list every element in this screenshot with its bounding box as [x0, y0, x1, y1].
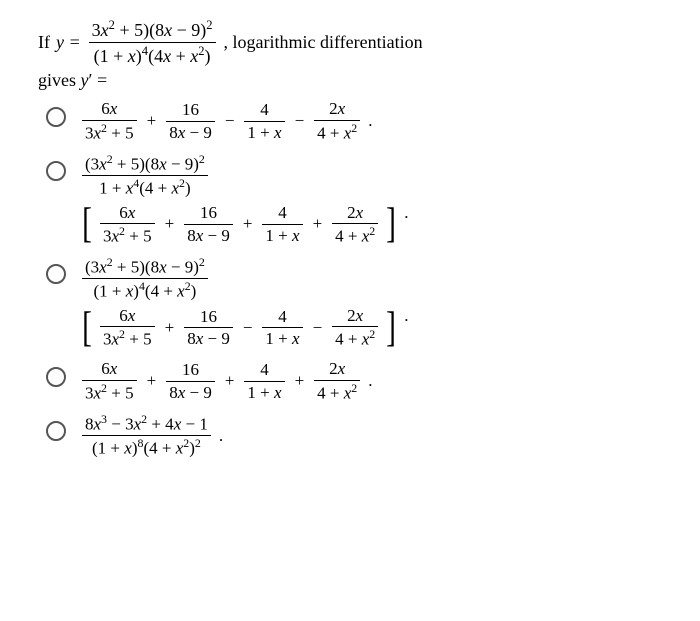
leading-fraction: (3x2 + 5)(8x − 9)2 1 + x4(4 + x2) [82, 153, 208, 198]
option-4-math: 6x 3x2 + 5 + 16 8x − 9 + 4 1 + x + 2x 4 + x2… [80, 359, 373, 403]
minus-op: − [313, 318, 323, 338]
term-den: 3x2 + 5 [100, 328, 155, 349]
term-num: 6x [98, 99, 120, 119]
plus-op: + [225, 371, 235, 391]
term-den: 4 + x2 [314, 122, 360, 143]
term-num: 4 [275, 203, 290, 223]
term-num: 4 [275, 307, 290, 327]
prompt-main-fraction: 3x2 + 5)(8x − 9)2 (1 + x)4(4x + x2) [89, 18, 216, 66]
period: . [404, 203, 408, 247]
term-num: 2x [326, 359, 348, 379]
option-5-fraction: 8x3 − 3x2 + 4x − 1 (1 + x)8(4 + x2)2 [82, 413, 211, 458]
right-bracket-icon: ] [386, 203, 396, 245]
question-prompt: If y = 3x2 + 5)(8x − 9)2 (1 + x)4(4x + x… [38, 18, 680, 66]
option-2[interactable]: (3x2 + 5)(8x − 9)2 1 + x4(4 + x2) [ 6x3x… [46, 153, 680, 246]
fraction-denominator: (1 + x)8(4 + x2)2 [89, 437, 204, 458]
plus-op: + [165, 318, 175, 338]
term-num: 2x [344, 203, 366, 223]
term-num: 4 [257, 100, 272, 120]
option-1[interactable]: 6x 3x2 + 5 + 16 8x − 9 − 4 1 + x − 2x 4 + x2… [46, 99, 680, 143]
term-num: 6x [116, 306, 138, 326]
term-den: 1 + x [262, 329, 302, 349]
fraction-numerator: (3x2 + 5)(8x − 9)2 [82, 153, 208, 174]
minus-op: − [243, 318, 253, 338]
term-den: 3x2 + 5 [82, 382, 137, 403]
option-4[interactable]: 6x 3x2 + 5 + 16 8x − 9 + 4 1 + x + 2x 4 + x2… [46, 359, 680, 403]
prompt-y-eq: y = [56, 26, 81, 58]
fraction-denominator: 1 + x4(4 + x2) [96, 177, 194, 198]
term-den: 3x2 + 5 [82, 122, 137, 143]
term-den: 4 + x2 [332, 328, 378, 349]
option-3-math: (3x2 + 5)(8x − 9)2 (1 + x)4(4 + x2) [ 6x… [80, 256, 409, 349]
fraction-denominator: (1 + x)4(4 + x2) [91, 280, 200, 301]
fraction-numerator: 8x3 − 3x2 + 4x − 1 [82, 413, 211, 434]
term-num: 6x [116, 203, 138, 223]
term-num: 2x [326, 99, 348, 119]
term-num: 6x [98, 359, 120, 379]
option-5-math: 8x3 − 3x2 + 4x − 1 (1 + x)8(4 + x2)2 . [80, 413, 223, 458]
term-den: 8x − 9 [184, 329, 233, 349]
term-num: 16 [197, 203, 220, 223]
term-num: 16 [197, 307, 220, 327]
prompt-suffix: , logarithmic differentiation [224, 26, 423, 58]
radio-icon[interactable] [46, 107, 66, 127]
term-num: 4 [257, 360, 272, 380]
term-den: 8x − 9 [166, 383, 215, 403]
term-num: 16 [179, 100, 202, 120]
radio-icon[interactable] [46, 367, 66, 387]
option-2-math: (3x2 + 5)(8x − 9)2 1 + x4(4 + x2) [ 6x3x… [80, 153, 409, 246]
period: . [219, 426, 223, 446]
plus-op: + [147, 371, 157, 391]
period: . [368, 111, 372, 131]
period: . [368, 371, 372, 391]
term-den: 4 + x2 [314, 382, 360, 403]
period: . [404, 306, 408, 350]
term-num: 16 [179, 360, 202, 380]
right-bracket-icon: ] [386, 307, 396, 349]
radio-icon[interactable] [46, 161, 66, 181]
term-den: 8x − 9 [184, 226, 233, 246]
term-den: 3x2 + 5 [100, 225, 155, 246]
prompt-if: If [38, 26, 50, 58]
fraction-denominator: (1 + x)4(4x + x2) [91, 44, 214, 67]
left-bracket-icon: [ [82, 203, 92, 245]
option-1-math: 6x 3x2 + 5 + 16 8x − 9 − 4 1 + x − 2x 4 + x2… [80, 99, 373, 143]
plus-op: + [147, 111, 157, 131]
question-page: If y = 3x2 + 5)(8x − 9)2 (1 + x)4(4x + x… [0, 0, 700, 621]
term-num: 2x [344, 306, 366, 326]
fraction-numerator: 3x2 + 5)(8x − 9)2 [89, 18, 216, 41]
term-den: 1 + x [244, 383, 284, 403]
term-den: 1 + x [244, 123, 284, 143]
term-den: 4 + x2 [332, 225, 378, 246]
option-5[interactable]: 8x3 − 3x2 + 4x − 1 (1 + x)8(4 + x2)2 . [46, 413, 680, 458]
radio-icon[interactable] [46, 264, 66, 284]
leading-fraction: (3x2 + 5)(8x − 9)2 (1 + x)4(4 + x2) [82, 256, 208, 301]
prompt-gives: gives y′ = [38, 70, 680, 91]
plus-op: + [295, 371, 305, 391]
fraction-numerator: (3x2 + 5)(8x − 9)2 [82, 256, 208, 277]
plus-op: + [165, 214, 175, 234]
plus-op: + [313, 214, 323, 234]
plus-op: + [243, 214, 253, 234]
term-den: 8x − 9 [166, 123, 215, 143]
minus-op: − [295, 111, 305, 131]
radio-icon[interactable] [46, 421, 66, 441]
minus-op: − [225, 111, 235, 131]
left-bracket-icon: [ [82, 307, 92, 349]
fraction-bar [89, 42, 216, 43]
option-3[interactable]: (3x2 + 5)(8x − 9)2 (1 + x)4(4 + x2) [ 6x… [46, 256, 680, 349]
term-den: 1 + x [262, 226, 302, 246]
